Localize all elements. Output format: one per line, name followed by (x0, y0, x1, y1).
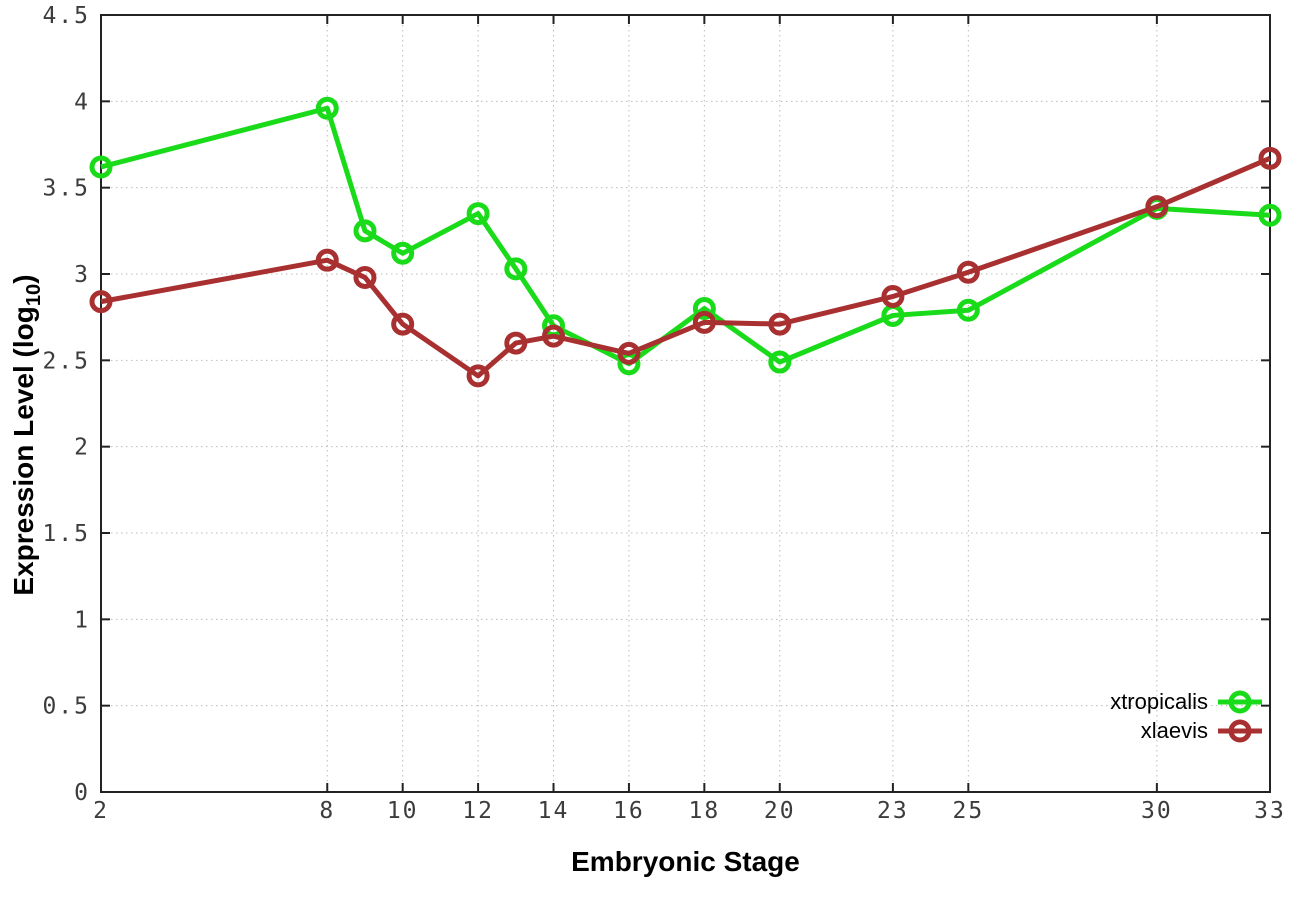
legend-label-xtropicalis: xtropicalis (1110, 688, 1208, 714)
series-line (100, 156, 1271, 379)
data-point-marker (1145, 195, 1169, 219)
legend-sample-line-icon (1218, 718, 1262, 744)
x-tick-label: 30 (1141, 798, 1173, 824)
y-tick-label: 1 (74, 607, 90, 633)
data-point-marker (315, 96, 339, 120)
y-axis-title-suffix: ) (8, 274, 40, 284)
data-point-marker (956, 260, 980, 284)
x-tick-label: 12 (462, 798, 494, 824)
x-tick-label: 14 (538, 798, 570, 824)
data-point-marker (617, 341, 641, 365)
legend-item-xlaevis: xlaevis (1110, 716, 1262, 745)
x-tick-label: 20 (764, 798, 796, 824)
y-tick-label: 0.5 (42, 694, 90, 720)
x-tick-label: 18 (689, 798, 721, 824)
data-point-marker (692, 310, 716, 334)
x-tick-label: 23 (877, 798, 909, 824)
x-tick-label: 10 (387, 798, 419, 824)
y-tick-label: 0 (74, 780, 90, 806)
data-point-marker (542, 324, 566, 348)
data-point-marker (315, 248, 339, 272)
y-tick-label: 3 (74, 262, 90, 288)
y-tick-label: 4.5 (42, 3, 90, 29)
y-tick-label: 3.5 (42, 176, 90, 202)
x-axis-title: Embryonic Stage (571, 846, 800, 877)
y-tick-label: 2 (74, 435, 90, 461)
x-tick-label: 16 (613, 798, 645, 824)
series-xlaevis (89, 146, 1282, 388)
data-point-marker (768, 312, 792, 336)
legend-sample-line-icon (1218, 689, 1262, 715)
data-point-marker (391, 241, 415, 265)
data-point-marker (353, 219, 377, 243)
data-point-marker (466, 202, 490, 226)
plot-border (100, 14, 1271, 793)
x-tick-label: 8 (319, 798, 335, 824)
data-point-marker (89, 290, 113, 314)
legend-item-xtropicalis: xtropicalis (1110, 687, 1262, 716)
y-axis-title-text: Expression Level (log (8, 306, 40, 596)
y-tick-label: 2.5 (42, 348, 90, 374)
series-line (100, 105, 1271, 367)
y-axis-title: Expression Level (log10) (8, 274, 46, 595)
data-point-marker (692, 297, 716, 321)
data-point-marker (768, 350, 792, 374)
data-point-marker (504, 331, 528, 355)
data-point-marker (353, 265, 377, 289)
y-axis-title-subscript: 10 (22, 283, 45, 307)
legend-label-xlaevis: xlaevis (1140, 717, 1208, 743)
data-point-marker (391, 312, 415, 336)
x-tick-label: 2 (93, 798, 109, 824)
y-tick-label: 4 (74, 89, 90, 115)
data-point-marker (1258, 203, 1282, 227)
x-tick-label: 25 (952, 798, 984, 824)
data-point-marker (504, 257, 528, 281)
tick-labels: 2 8 10 12 14 16 18 20 23 25 30 33 0 0.5 1 1.5 2 2.5 3 3.5 4 4… (42, 3, 1286, 824)
gridlines (101, 15, 1270, 792)
legend: xtropicalis xlaevis (1110, 687, 1262, 745)
tick-marks (100, 14, 1271, 793)
data-point-marker (466, 364, 490, 388)
data-point-marker (881, 284, 905, 308)
data-point-marker (1258, 146, 1282, 170)
data-point-marker (89, 155, 113, 179)
y-tick-label: 1.5 (42, 521, 90, 547)
data-point-marker (956, 298, 980, 322)
x-tick-label: 33 (1254, 798, 1286, 824)
